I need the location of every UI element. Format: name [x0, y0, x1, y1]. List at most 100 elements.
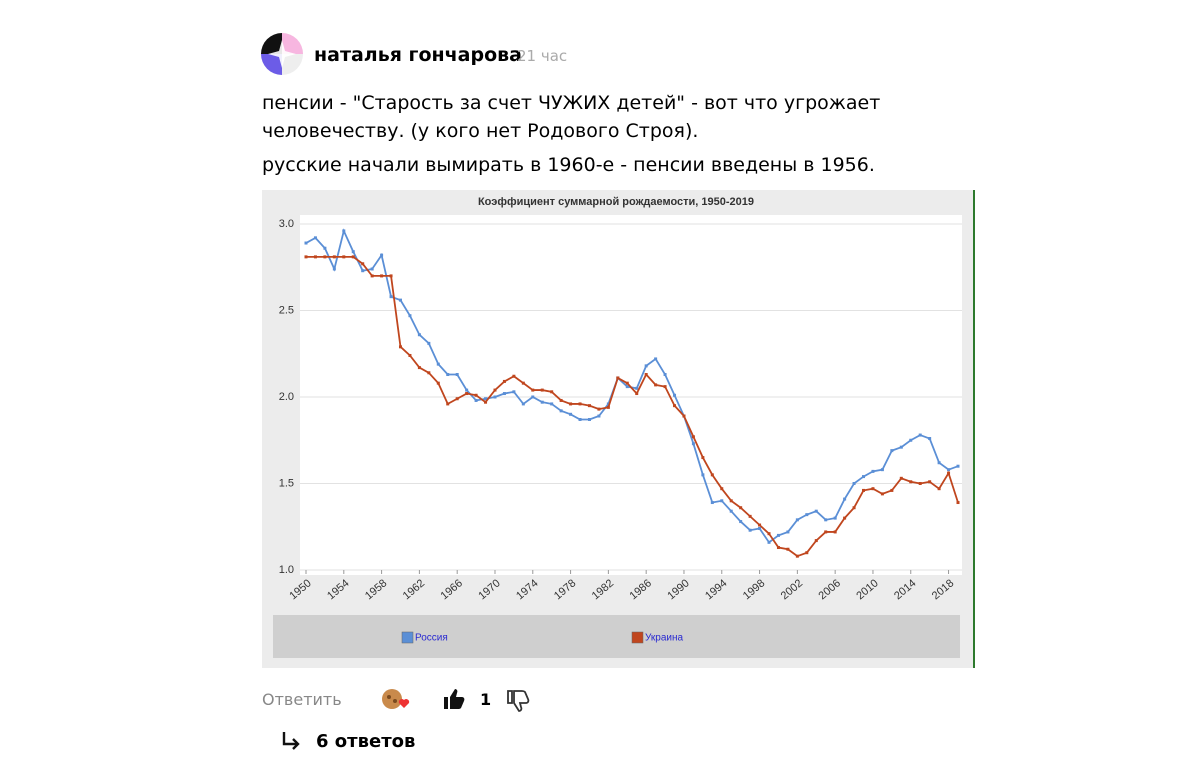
- point: [521, 381, 525, 385]
- point: [635, 392, 639, 396]
- legend: [273, 615, 960, 658]
- point: [928, 437, 932, 441]
- point: [654, 357, 658, 361]
- point: [408, 314, 412, 318]
- point: [484, 397, 488, 401]
- like-button[interactable]: [441, 686, 467, 712]
- point: [824, 530, 828, 534]
- point: [512, 390, 516, 394]
- point: [956, 464, 960, 468]
- point: [455, 373, 459, 377]
- point: [389, 295, 393, 299]
- reply-button[interactable]: Ответить: [262, 690, 342, 709]
- point: [370, 274, 374, 278]
- point: [465, 388, 469, 392]
- point: [956, 501, 960, 505]
- reaction-icon[interactable]: [380, 686, 412, 714]
- point: [370, 267, 374, 271]
- point: [909, 480, 913, 484]
- point: [701, 456, 705, 460]
- series-line: [306, 255, 959, 558]
- point: [654, 383, 658, 387]
- point: [701, 473, 705, 477]
- point: [871, 469, 875, 473]
- point: [436, 381, 440, 385]
- point: [909, 438, 913, 442]
- point: [890, 488, 894, 492]
- point: [852, 506, 856, 510]
- point: [710, 473, 714, 477]
- point: [862, 475, 866, 479]
- legend-label: Россия: [415, 633, 448, 644]
- point: [351, 255, 355, 259]
- point: [342, 229, 346, 233]
- point: [720, 499, 724, 503]
- point: [408, 353, 412, 357]
- point: [569, 412, 573, 416]
- y-tick-label: 2.5: [279, 304, 294, 316]
- point: [351, 250, 355, 254]
- point: [578, 417, 582, 421]
- point: [899, 476, 903, 480]
- point: [729, 509, 733, 513]
- point: [776, 546, 780, 550]
- point: [569, 402, 573, 406]
- point: [484, 400, 488, 404]
- point: [597, 414, 601, 418]
- point: [323, 246, 327, 250]
- point: [427, 341, 431, 345]
- point: [417, 333, 421, 337]
- like-count: 1: [480, 690, 492, 709]
- point: [663, 373, 667, 377]
- point: [304, 255, 308, 259]
- point: [862, 488, 866, 492]
- legend-swatch: [631, 631, 644, 644]
- point: [493, 388, 497, 392]
- point: [890, 449, 894, 453]
- point: [559, 409, 563, 413]
- avatar[interactable]: [260, 32, 304, 76]
- point: [767, 540, 771, 544]
- point: [446, 373, 450, 377]
- point: [786, 530, 790, 534]
- point: [531, 388, 535, 392]
- point: [814, 509, 818, 513]
- point: [673, 393, 677, 397]
- y-tick-label: 2.0: [279, 391, 294, 403]
- point: [427, 371, 431, 375]
- replies-link[interactable]: 6 ответов: [316, 731, 416, 752]
- point: [843, 497, 847, 501]
- point: [795, 554, 799, 558]
- point: [578, 402, 582, 406]
- point: [691, 442, 695, 446]
- point: [833, 530, 837, 534]
- point: [805, 513, 809, 517]
- comment-text: русские начали вымирать в 1960-е - пенси…: [262, 154, 875, 176]
- point: [682, 414, 686, 418]
- point: [644, 364, 648, 368]
- point: [512, 374, 516, 378]
- point: [843, 516, 847, 520]
- author[interactable]: наталья гончарова: [314, 44, 522, 66]
- point: [729, 499, 733, 503]
- point: [871, 487, 875, 491]
- point: [899, 445, 903, 449]
- point: [947, 468, 951, 472]
- point: [852, 482, 856, 485]
- point: [776, 533, 780, 537]
- point: [805, 551, 809, 555]
- point: [673, 404, 677, 408]
- point: [587, 404, 591, 408]
- point: [814, 539, 818, 543]
- dislike-button[interactable]: [505, 688, 531, 714]
- point: [380, 274, 384, 278]
- point: [540, 400, 544, 404]
- point: [559, 398, 563, 402]
- point: [739, 520, 743, 524]
- point: [663, 385, 667, 389]
- point: [635, 386, 639, 390]
- point: [710, 501, 714, 505]
- point: [304, 241, 308, 245]
- y-tick-label: 3.0: [279, 218, 294, 230]
